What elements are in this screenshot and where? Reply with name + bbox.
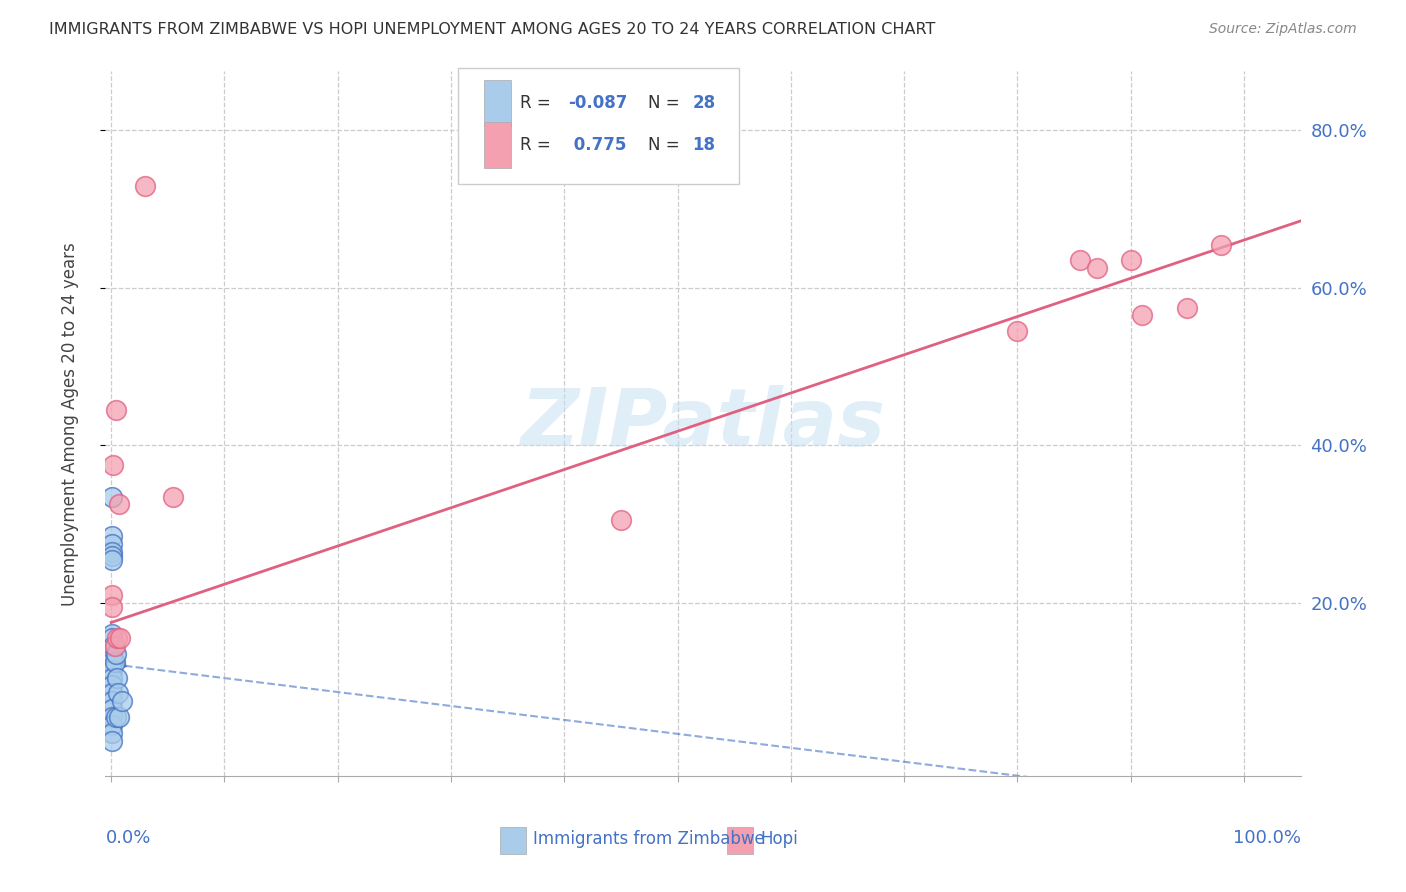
Point	[111, 694, 134, 708]
Point	[101, 647, 124, 661]
Text: 18: 18	[692, 136, 716, 154]
Point	[101, 549, 124, 563]
Point	[108, 632, 131, 646]
Point	[134, 178, 156, 193]
Point	[108, 497, 131, 511]
Y-axis label: Unemployment Among Ages 20 to 24 years: Unemployment Among Ages 20 to 24 years	[60, 242, 79, 606]
Text: 0.0%: 0.0%	[105, 829, 150, 847]
Point	[1085, 261, 1108, 276]
Point	[101, 694, 124, 708]
Point	[108, 710, 131, 724]
Point	[1175, 301, 1198, 315]
Text: -0.087: -0.087	[568, 94, 627, 112]
Point	[101, 710, 124, 724]
Point	[101, 490, 124, 504]
Point	[103, 655, 125, 669]
Text: ZIPatlas: ZIPatlas	[520, 384, 886, 463]
Text: Immigrants from Zimbabwe: Immigrants from Zimbabwe	[533, 830, 765, 848]
Point	[101, 663, 124, 677]
Point	[101, 599, 124, 614]
Point	[105, 671, 128, 685]
FancyBboxPatch shape	[484, 80, 510, 126]
Point	[162, 490, 184, 504]
Text: 100.0%: 100.0%	[1233, 829, 1301, 847]
Text: N =: N =	[648, 94, 685, 112]
Text: 28: 28	[692, 94, 716, 112]
Point	[103, 458, 125, 472]
Point	[101, 678, 124, 692]
Point	[101, 537, 124, 551]
Point	[101, 671, 124, 685]
Point	[1130, 309, 1153, 323]
Point	[1069, 253, 1091, 268]
Text: N =: N =	[648, 136, 685, 154]
Point	[101, 588, 124, 602]
Point	[101, 632, 124, 646]
Point	[103, 639, 125, 653]
Text: IMMIGRANTS FROM ZIMBABWE VS HOPI UNEMPLOYMENT AMONG AGES 20 TO 24 YEARS CORRELAT: IMMIGRANTS FROM ZIMBABWE VS HOPI UNEMPLO…	[49, 22, 935, 37]
FancyBboxPatch shape	[727, 827, 754, 854]
Point	[1119, 253, 1142, 268]
Text: R =: R =	[520, 136, 557, 154]
Point	[1007, 324, 1029, 338]
Point	[104, 403, 127, 417]
Point	[105, 632, 128, 646]
Text: 0.775: 0.775	[568, 136, 626, 154]
Point	[103, 639, 125, 653]
Point	[101, 725, 124, 739]
Point	[101, 702, 124, 716]
Text: R =: R =	[520, 94, 557, 112]
Point	[101, 529, 124, 543]
Text: Hopi: Hopi	[761, 830, 799, 848]
FancyBboxPatch shape	[458, 68, 740, 184]
Point	[101, 686, 124, 700]
Point	[101, 733, 124, 747]
Point	[101, 552, 124, 566]
Point	[1211, 237, 1233, 252]
Point	[610, 513, 633, 527]
Text: Source: ZipAtlas.com: Source: ZipAtlas.com	[1209, 22, 1357, 37]
Point	[107, 686, 129, 700]
Point	[104, 710, 127, 724]
Point	[101, 627, 124, 641]
Point	[104, 647, 127, 661]
Point	[101, 544, 124, 558]
Point	[101, 718, 124, 732]
FancyBboxPatch shape	[501, 827, 526, 854]
FancyBboxPatch shape	[484, 122, 510, 169]
Point	[101, 655, 124, 669]
